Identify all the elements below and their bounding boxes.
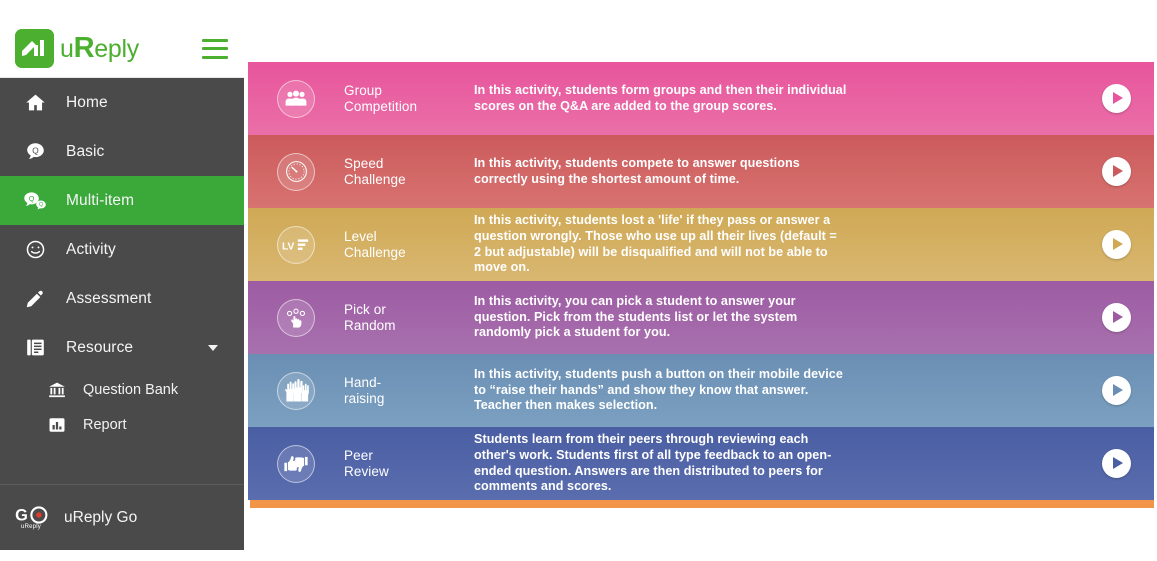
brand-name: uReply [60,32,139,64]
thumbs-updown-icon [277,444,315,483]
card-description: In this activity, students push a button… [474,367,843,413]
level-lv-icon: LV [277,225,315,264]
card-title: Hand- raising [344,374,385,406]
sidebar-item-question-bank[interactable]: Question Bank [0,372,244,407]
card-description: In this activity, students lost a 'life'… [474,213,837,275]
logo[interactable]: uReply [15,29,139,68]
activity-card[interactable]: LV Level Challenge In this activity, stude… [248,208,1154,281]
card-play-button[interactable] [1078,303,1154,332]
sidebar: uReply Home Q Basic [0,20,244,550]
activity-card[interactable]: Speed Challenge In this activity, student… [248,135,1154,208]
play-icon[interactable] [1101,230,1131,259]
activity-card[interactable]: Group Competition In this activity, stude… [248,62,1154,135]
svg-text:LV: LV [282,241,294,252]
svg-text:Q: Q [29,194,35,203]
play-icon[interactable] [1101,84,1131,113]
group-people-icon [277,79,315,118]
sidebar-item-label: Activity [66,240,116,258]
ureply-chart-logo-icon [15,29,54,68]
card-play-button[interactable] [1078,157,1154,186]
activity-card[interactable]: Hand- raising In this activity, students … [248,354,1154,427]
card-icon-slot [248,298,344,337]
card-icon-slot: LV [248,225,344,264]
go-logo-icon: G uReply [14,505,48,530]
svg-text:G: G [15,506,28,523]
svg-text:Q: Q [32,145,39,155]
question-bubble-icon: Q [18,141,52,162]
card-play-button[interactable] [1078,376,1154,405]
sidebar-item-basic[interactable]: Q Basic [0,127,244,176]
sidebar-footer-label: uReply Go [64,508,138,526]
sidebar-item-label: Home [66,93,108,111]
sidebar-item-resource[interactable]: Resource [0,323,244,372]
home-icon [18,92,52,113]
activity-card[interactable]: Pick or Random In this activity, you can … [248,281,1154,354]
play-icon[interactable] [1101,449,1131,478]
play-icon[interactable] [1101,303,1131,332]
card-title: Peer Review [344,447,389,479]
card-description: In this activity, students compete to an… [474,155,800,186]
bar-chart-icon [45,416,69,434]
sidebar-item-label: Multi-item [66,191,135,209]
sidebar-item-label: Resource [66,338,134,356]
bottom-accent-bar [250,500,1154,508]
activity-card-list: Group Competition In this activity, stude… [248,62,1154,500]
activity-card[interactable]: Peer Review Students learn from their pee… [248,427,1154,500]
card-icon-slot [248,79,344,118]
go-logo-subtext: uReply [21,523,41,530]
pencil-icon [18,288,52,309]
card-play-button[interactable] [1078,230,1154,259]
hand-pick-icon [277,298,315,337]
play-icon[interactable] [1101,376,1131,405]
card-title: Group Competition [344,82,418,114]
chevron-down-icon[interactable] [208,344,218,351]
card-icon-slot [248,444,344,483]
hamburger-menu-icon[interactable] [202,38,228,59]
sidebar-item-assessment[interactable]: Assessment [0,274,244,323]
sidebar-item-label: Assessment [66,289,152,307]
sidebar-nav: Home Q Basic Q Q [0,78,244,484]
svg-text:Q: Q [39,202,43,208]
play-icon[interactable] [1101,157,1131,186]
card-play-button[interactable] [1078,84,1154,113]
card-description: In this activity, students form groups a… [474,82,847,113]
card-description: Students learn from their peers through … [474,432,832,494]
card-description: In this activity, you can pick a student… [474,294,798,340]
card-title: Level Challenge [344,228,406,260]
multi-bubble-icon: Q Q [18,190,52,211]
brand-header: uReply [0,20,244,78]
smiley-face-icon [18,239,52,260]
documents-icon [18,337,52,358]
sidebar-item-multi-item[interactable]: Q Q Multi-item [0,176,244,225]
bank-columns-icon [45,381,69,399]
card-title: Speed Challenge [344,155,406,187]
raised-hands-icon [277,371,315,410]
card-title: Pick or Random [344,301,396,333]
speedometer-icon [277,152,315,191]
sidebar-item-activity[interactable]: Activity [0,225,244,274]
sidebar-item-report[interactable]: Report [0,407,244,442]
sidebar-item-home[interactable]: Home [0,78,244,127]
card-icon-slot [248,371,344,410]
sidebar-subitem-label: Report [83,416,127,433]
card-icon-slot [248,152,344,191]
sidebar-item-label: Basic [66,142,105,160]
sidebar-subitem-label: Question Bank [83,381,179,398]
sidebar-item-ureply-go[interactable]: G uReply uReply Go [0,484,244,550]
card-play-button[interactable] [1078,449,1154,478]
